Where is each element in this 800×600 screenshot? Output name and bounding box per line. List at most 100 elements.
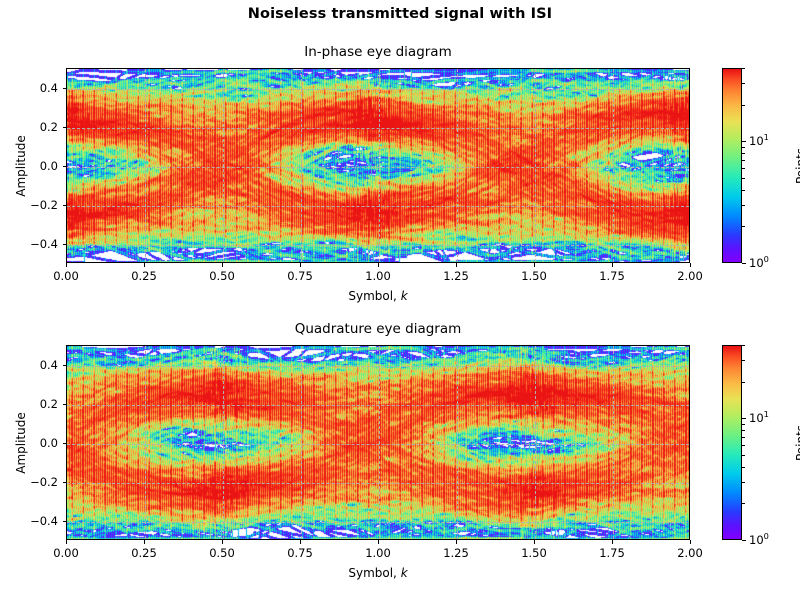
y-tick-mark [62, 243, 66, 245]
y-tick-label: 0.0 [39, 158, 58, 173]
figure-title: Noiseless transmitted signal with ISI [247, 6, 553, 22]
x-axis-label-variable-in-phase: k [400, 289, 408, 303]
subplot-title-in-phase: In-phase eye diagram [304, 44, 452, 60]
x-tick-label: 0.00 [53, 546, 79, 560]
y-tick-mark [62, 442, 66, 444]
colorbar-gradient-in-phase [723, 69, 741, 262]
colorbar-minor-tick [742, 168, 745, 170]
x-axis-label-text-in-phase: Symbol, [348, 289, 401, 303]
colorbar-minor-tick [742, 503, 745, 505]
x-tick-label: 1.50 [521, 269, 547, 283]
colorbar-minor-tick [742, 83, 745, 85]
colorbar-tick-label: 101 [749, 409, 769, 426]
x-tick-mark [378, 263, 379, 267]
x-axis-ticks-quadrature: 0.00 0.25 0.50 0.75 1.00 1.25 1.50 1.75 2.00 [53, 540, 703, 570]
x-tick-mark [612, 540, 613, 544]
y-tick-mark [62, 403, 66, 405]
x-tick-mark [690, 540, 691, 544]
x-axis-label-in-phase: Symbol, k [348, 289, 407, 303]
x-axis-label-variable-quadrature: k [400, 566, 408, 580]
x-tick-mark [456, 540, 457, 544]
colorbar-label-in-phase: Points [794, 147, 800, 184]
y-tick-mark [62, 126, 66, 128]
x-tick-label: 1.00 [365, 546, 391, 560]
y-tick-label: −0.2 [30, 474, 58, 489]
eye-diagram-plot-in-phase [67, 69, 689, 262]
x-tick-mark [456, 263, 457, 267]
colorbar-minor-tick [742, 381, 745, 383]
x-axis-ticks-in-phase: 0.00 0.25 0.50 0.75 1.00 1.25 1.50 1.75 2.00 [53, 263, 703, 293]
colorbar-in-phase [722, 68, 742, 263]
colorbar-minor-tick [742, 204, 745, 206]
colorbar-tick-label: 100 [749, 254, 769, 270]
y-tick-mark [62, 87, 66, 89]
x-tick-mark [66, 263, 67, 267]
colorbar-minor-tick [742, 177, 745, 179]
x-axis-label-text-quadrature: Symbol, [348, 566, 401, 580]
x-tick-label: 1.25 [443, 546, 469, 560]
colorbar-major-tick [742, 141, 746, 143]
y-tick-label: 0.4 [39, 80, 58, 95]
x-tick-mark [300, 263, 301, 267]
x-tick-label: 2.00 [677, 546, 703, 560]
x-tick-mark [144, 540, 145, 544]
colorbar-minor-tick [742, 189, 745, 191]
colorbar-minor-tick [742, 430, 745, 432]
x-tick-label: 1.25 [443, 269, 469, 283]
x-tick-mark [612, 263, 613, 267]
x-tick-label: 0.25 [131, 269, 157, 283]
y-tick-label: −0.2 [30, 197, 58, 212]
y-axis-ticks-quadrature: −0.4 −0.2 0.0 0.2 0.4 [18, 345, 66, 540]
subplot-title-quadrature: Quadrature eye diagram [294, 321, 462, 337]
x-tick-mark [222, 263, 223, 267]
x-tick-mark [690, 263, 691, 267]
colorbar-ticks-in-phase: 100 101 [742, 68, 800, 270]
x-tick-mark [144, 263, 145, 267]
colorbar-minor-tick [742, 226, 745, 228]
y-tick-label: −0.4 [30, 236, 58, 251]
x-tick-label: 1.75 [599, 546, 625, 560]
y-axis-ticks-in-phase: −0.4 −0.2 0.0 0.2 0.4 [18, 68, 66, 263]
x-axis-label-quadrature: Symbol, k [348, 566, 407, 580]
x-tick-label: 2.00 [677, 269, 703, 283]
x-tick-label: 0.25 [131, 546, 157, 560]
colorbar-minor-tick [742, 360, 745, 362]
colorbar-major-tick [742, 263, 746, 264]
y-tick-mark [62, 165, 66, 167]
colorbar-minor-tick [742, 454, 745, 456]
y-axis-label-in-phase: Amplitude [14, 134, 28, 197]
colorbar-minor-tick [742, 153, 745, 155]
y-tick-label: 0.0 [39, 435, 58, 450]
y-tick-label: −0.4 [30, 513, 58, 528]
x-tick-label: 0.50 [209, 269, 235, 283]
x-tick-mark [534, 540, 535, 544]
x-tick-label: 0.75 [287, 269, 313, 283]
x-tick-mark [66, 540, 67, 544]
colorbar-minor-tick [742, 445, 745, 447]
colorbar-minor-tick [742, 160, 745, 162]
y-tick-label: 0.2 [39, 396, 58, 411]
x-tick-label: 1.00 [365, 269, 391, 283]
eye-diagram-plot-quadrature [67, 346, 689, 539]
colorbar-minor-tick [742, 466, 745, 468]
colorbar-minor-tick [742, 437, 745, 439]
x-tick-label: 0.50 [209, 546, 235, 560]
x-tick-label: 1.50 [521, 546, 547, 560]
colorbar-major-tick [742, 418, 746, 420]
colorbar-minor-tick [742, 423, 745, 425]
y-tick-mark [62, 520, 66, 522]
y-axis-label-quadrature: Amplitude [14, 411, 28, 474]
colorbar-minor-tick [742, 146, 745, 148]
axes-in-phase-eye-diagram [66, 68, 690, 263]
x-tick-label: 1.75 [599, 269, 625, 283]
x-tick-label: 0.75 [287, 546, 313, 560]
colorbar-minor-tick [742, 68, 745, 69]
y-tick-mark [62, 364, 66, 366]
x-tick-mark [222, 540, 223, 544]
colorbar-tick-label: 100 [749, 531, 769, 547]
y-tick-label: 0.2 [39, 119, 58, 134]
colorbar-ticks-quadrature: 100 101 [742, 345, 800, 547]
colorbar-tick-label: 101 [749, 132, 769, 149]
colorbar-gradient-quadrature [723, 346, 741, 539]
